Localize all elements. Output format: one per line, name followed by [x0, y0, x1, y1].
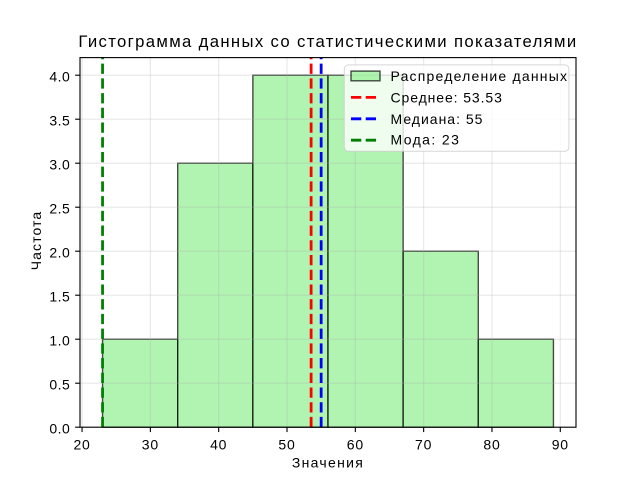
svg-text:Мода: 23: Мода: 23 [391, 131, 461, 147]
svg-text:3.5: 3.5 [49, 113, 70, 129]
svg-text:0.0: 0.0 [49, 421, 70, 437]
svg-text:3.0: 3.0 [49, 157, 70, 173]
svg-text:20: 20 [73, 437, 90, 453]
svg-text:40: 40 [210, 437, 227, 453]
svg-text:Значения: Значения [292, 455, 364, 471]
svg-text:2.0: 2.0 [49, 245, 70, 261]
svg-text:4.0: 4.0 [49, 69, 70, 85]
svg-text:1.0: 1.0 [49, 333, 70, 349]
svg-text:30: 30 [142, 437, 159, 453]
svg-text:Гистограмма данных со статисти: Гистограмма данных со статистическими по… [78, 32, 577, 51]
svg-text:90: 90 [552, 437, 569, 453]
svg-text:60: 60 [347, 437, 364, 453]
svg-text:Распределение данных: Распределение данных [391, 68, 569, 84]
svg-text:50: 50 [278, 437, 295, 453]
svg-text:1.5: 1.5 [49, 289, 70, 305]
svg-text:70: 70 [415, 437, 432, 453]
svg-text:0.5: 0.5 [49, 377, 70, 393]
svg-text:2.5: 2.5 [49, 201, 70, 217]
svg-text:Частота: Частота [28, 211, 44, 271]
svg-text:Среднее: 53.53: Среднее: 53.53 [391, 89, 503, 105]
svg-text:80: 80 [483, 437, 500, 453]
svg-text:Медиана: 55: Медиана: 55 [391, 111, 484, 127]
